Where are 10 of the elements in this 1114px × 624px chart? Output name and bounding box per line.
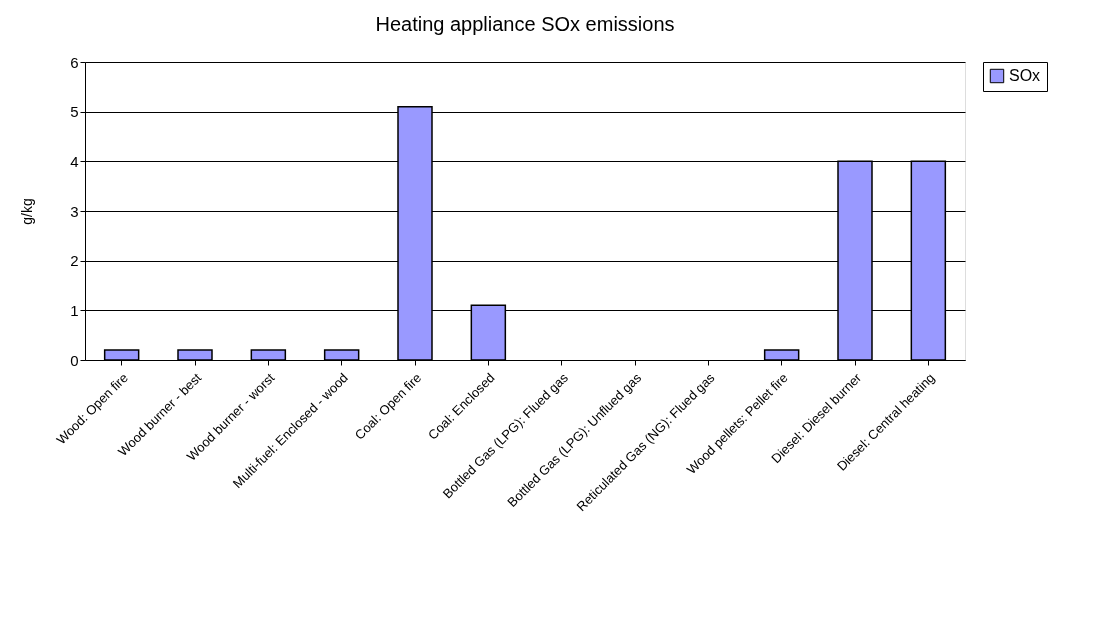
legend-label: SOx bbox=[1009, 67, 1041, 84]
y-tick-label: 3 bbox=[70, 202, 79, 220]
chart-title: Heating appliance SOx emissions bbox=[375, 13, 675, 35]
y-tick-label: 6 bbox=[70, 53, 79, 71]
y-axis-title: g/kg bbox=[19, 198, 36, 225]
y-tick-label: 4 bbox=[70, 152, 79, 170]
y-tick-label: 0 bbox=[70, 351, 79, 369]
y-tick-label: 5 bbox=[70, 103, 79, 121]
y-tick-label: 1 bbox=[70, 301, 79, 319]
y-tick-label: 2 bbox=[70, 252, 79, 270]
